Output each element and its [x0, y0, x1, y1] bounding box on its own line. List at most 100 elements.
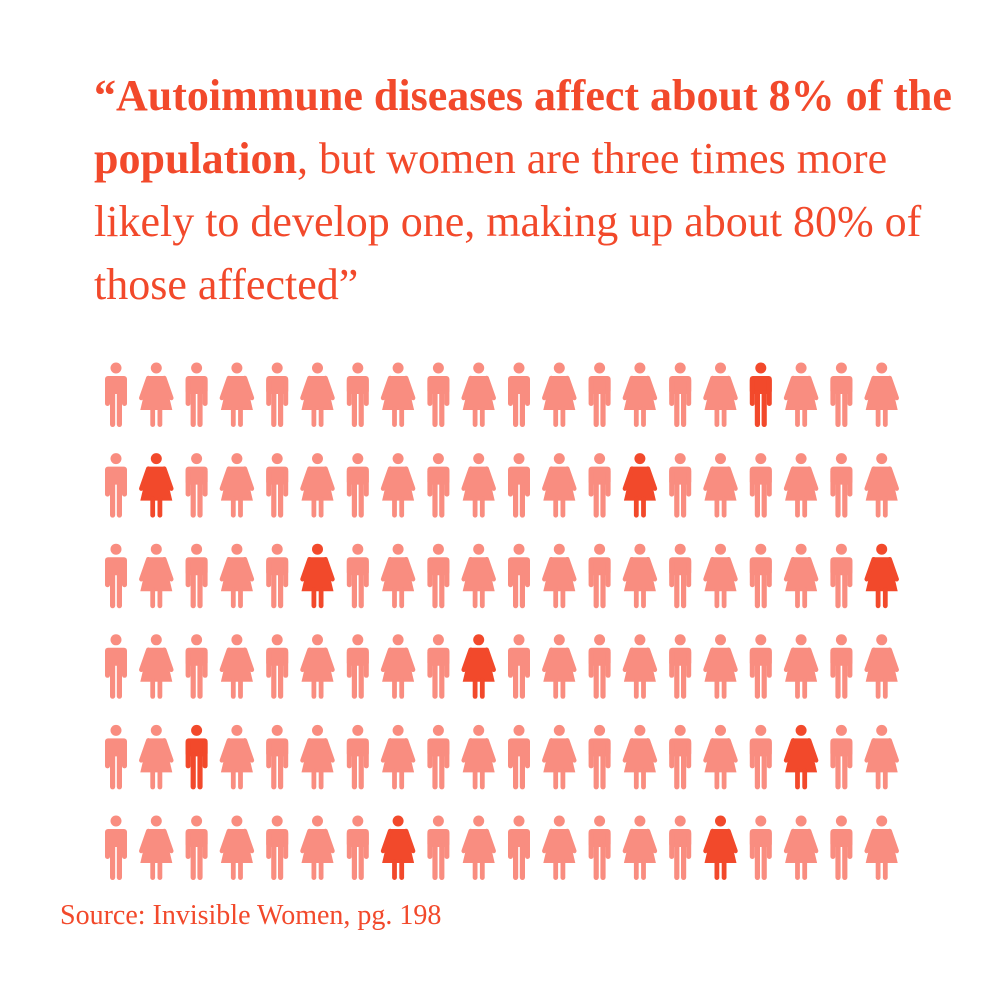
female-figure-icon	[703, 453, 738, 518]
quote-normal-part: , but women are three times more likely …	[94, 134, 922, 309]
male-figure-icon	[427, 453, 450, 518]
female-figure-icon	[864, 362, 899, 427]
female-figure-icon	[300, 815, 335, 880]
female-figure-icon	[864, 815, 899, 880]
female-figure-icon	[219, 815, 255, 880]
male-figure-icon	[749, 724, 772, 790]
female-figure-icon	[783, 543, 819, 609]
male-figure-icon	[588, 634, 611, 699]
female-figure-icon	[783, 453, 819, 518]
male-figure-icon	[266, 724, 289, 790]
male-figure-icon	[830, 362, 853, 427]
male-figure-icon	[346, 362, 369, 427]
male-figure-icon	[105, 543, 127, 609]
female-figure-icon	[300, 362, 335, 427]
female-figure-icon	[461, 362, 496, 427]
male-figure-icon	[185, 453, 208, 518]
highlighted-male-figure-icon	[185, 724, 208, 790]
female-figure-icon	[139, 724, 174, 790]
quote-bold-part: “Autoimmune diseases affect about 8% of …	[94, 71, 952, 183]
highlighted-female-figure-icon	[139, 453, 174, 518]
male-figure-icon	[749, 815, 772, 880]
female-figure-icon	[461, 724, 496, 790]
female-figure-icon	[864, 634, 899, 699]
female-figure-icon	[783, 362, 819, 427]
male-figure-icon	[346, 634, 369, 699]
male-figure-icon	[185, 543, 208, 609]
female-figure-icon	[461, 815, 496, 880]
female-figure-icon	[622, 724, 658, 790]
male-figure-icon	[669, 362, 692, 427]
female-figure-icon	[542, 634, 577, 699]
highlighted-female-figure-icon	[783, 724, 819, 790]
male-figure-icon	[588, 362, 611, 427]
female-figure-icon	[542, 453, 577, 518]
male-figure-icon	[749, 543, 772, 609]
male-figure-icon	[105, 815, 127, 880]
male-figure-icon	[669, 543, 692, 609]
male-figure-icon	[185, 362, 208, 427]
female-figure-icon	[219, 724, 255, 790]
female-figure-icon	[219, 634, 255, 699]
female-figure-icon	[461, 543, 496, 609]
male-figure-icon	[105, 453, 127, 518]
female-figure-icon	[300, 634, 335, 699]
male-figure-icon	[346, 453, 369, 518]
female-figure-icon	[864, 724, 899, 790]
male-figure-icon	[427, 543, 450, 609]
male-figure-icon	[508, 634, 530, 699]
male-figure-icon	[830, 724, 853, 790]
female-figure-icon	[703, 362, 738, 427]
male-figure-icon	[749, 453, 772, 518]
male-figure-icon	[588, 815, 611, 880]
male-figure-icon	[427, 362, 450, 427]
female-figure-icon	[139, 634, 174, 699]
highlighted-female-figure-icon	[864, 543, 899, 609]
female-figure-icon	[542, 543, 577, 609]
male-figure-icon	[185, 634, 208, 699]
female-figure-icon	[542, 815, 577, 880]
male-figure-icon	[830, 543, 853, 609]
male-figure-icon	[105, 724, 127, 790]
female-figure-icon	[139, 815, 174, 880]
male-figure-icon	[508, 724, 530, 790]
male-figure-icon	[105, 634, 127, 699]
female-figure-icon	[380, 453, 416, 518]
male-figure-icon	[749, 634, 772, 699]
male-figure-icon	[266, 815, 289, 880]
female-figure-icon	[139, 362, 174, 427]
female-figure-icon	[864, 453, 899, 518]
female-figure-icon	[300, 724, 335, 790]
female-figure-icon	[622, 634, 658, 699]
male-figure-icon	[669, 815, 692, 880]
male-figure-icon	[266, 453, 289, 518]
male-figure-icon	[588, 453, 611, 518]
male-figure-icon	[669, 634, 692, 699]
female-figure-icon	[703, 634, 738, 699]
highlighted-female-figure-icon	[622, 453, 658, 518]
male-figure-icon	[266, 634, 289, 699]
female-figure-icon	[139, 543, 174, 609]
male-figure-icon	[588, 543, 611, 609]
highlighted-male-figure-icon	[749, 362, 772, 427]
female-figure-icon	[542, 724, 577, 790]
female-figure-icon	[300, 453, 335, 518]
female-figure-icon	[783, 634, 819, 699]
male-figure-icon	[427, 815, 450, 880]
male-figure-icon	[508, 362, 530, 427]
male-figure-icon	[427, 634, 450, 699]
female-figure-icon	[380, 543, 416, 609]
male-figure-icon	[346, 724, 369, 790]
male-figure-icon	[669, 453, 692, 518]
female-figure-icon	[542, 362, 577, 427]
quote: “Autoimmune diseases affect about 8% of …	[94, 64, 974, 316]
male-figure-icon	[830, 634, 853, 699]
male-figure-icon	[266, 543, 289, 609]
male-figure-icon	[830, 453, 853, 518]
female-figure-icon	[219, 453, 255, 518]
highlighted-female-figure-icon	[703, 815, 738, 880]
female-figure-icon	[219, 362, 255, 427]
female-figure-icon	[783, 815, 819, 880]
female-figure-icon	[703, 724, 738, 790]
